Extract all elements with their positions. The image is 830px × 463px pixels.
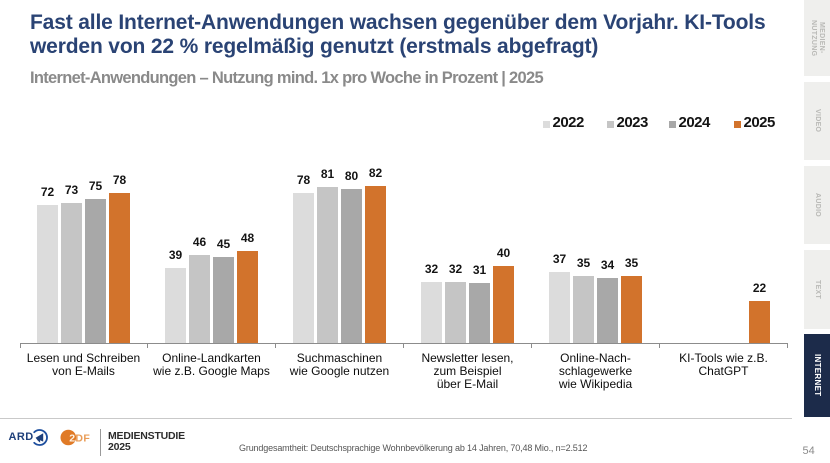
svg-text:2: 2 — [69, 432, 75, 444]
svg-text:DF: DF — [75, 432, 90, 444]
